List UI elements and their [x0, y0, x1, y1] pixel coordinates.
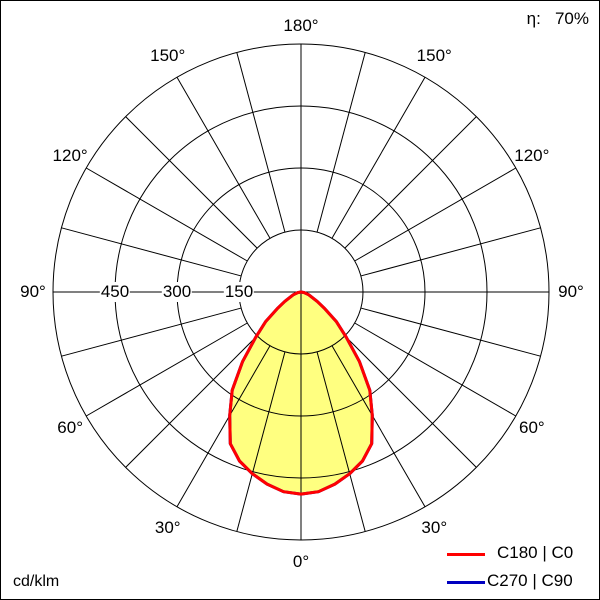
- legend-swatch-c270: [447, 581, 485, 584]
- radial-line-240: [85, 167, 248, 262]
- angle-label-150-left: 150°: [150, 46, 186, 66]
- angle-label-30-left: 30°: [154, 517, 181, 537]
- radial-line-30: [331, 345, 426, 508]
- angle-label-120-left: 120°: [52, 146, 88, 165]
- radial-tick-150: 150: [223, 282, 255, 302]
- efficiency-label: η:: [526, 9, 541, 28]
- efficiency-readout: η: 70%: [527, 9, 589, 29]
- radial-line-285: [61, 307, 242, 357]
- radial-line-45: [344, 335, 477, 468]
- radial-line-120: [354, 167, 517, 262]
- radial-line-15: [316, 351, 366, 532]
- radial-line-345: [236, 351, 286, 532]
- angle-label-180: 180°: [283, 16, 319, 35]
- legend-swatch-c180: [447, 553, 485, 556]
- radial-tick-450: 450: [99, 282, 131, 302]
- angle-label-60-right: 60°: [518, 418, 545, 437]
- angle-label-150-right: 150°: [416, 46, 452, 66]
- radial-line-150: [331, 76, 426, 239]
- radial-line-210: [176, 76, 271, 239]
- radial-line-300: [85, 322, 248, 417]
- radial-line-165: [316, 52, 366, 233]
- angle-label-0: 0°: [292, 552, 310, 571]
- radial-line-60: [354, 322, 517, 417]
- angle-label-60-left: 60°: [57, 418, 83, 437]
- radial-tick-300: 300: [161, 282, 193, 302]
- legend-label-c270: C270 | C90: [487, 571, 573, 590]
- radial-line-135: [344, 116, 477, 249]
- radial-line-105: [360, 227, 541, 277]
- angle-label-120-right: 120°: [514, 146, 550, 165]
- legend-label-c180: C180 | C0: [497, 543, 574, 562]
- radial-line-75: [360, 307, 541, 357]
- radial-line-255: [61, 227, 242, 277]
- radial-line-195: [236, 52, 286, 233]
- angle-label-90-left: 90°: [20, 282, 46, 301]
- angle-label-30-right: 30°: [421, 517, 448, 537]
- radial-line-330: [176, 345, 271, 508]
- radial-line-315: [125, 335, 258, 468]
- efficiency-value: 70%: [554, 9, 589, 28]
- unit-label: cd/klm: [13, 573, 60, 590]
- curve-c180-c0: [228, 290, 374, 496]
- angle-label-90-right: 90°: [558, 282, 584, 301]
- radial-line-225: [125, 116, 258, 249]
